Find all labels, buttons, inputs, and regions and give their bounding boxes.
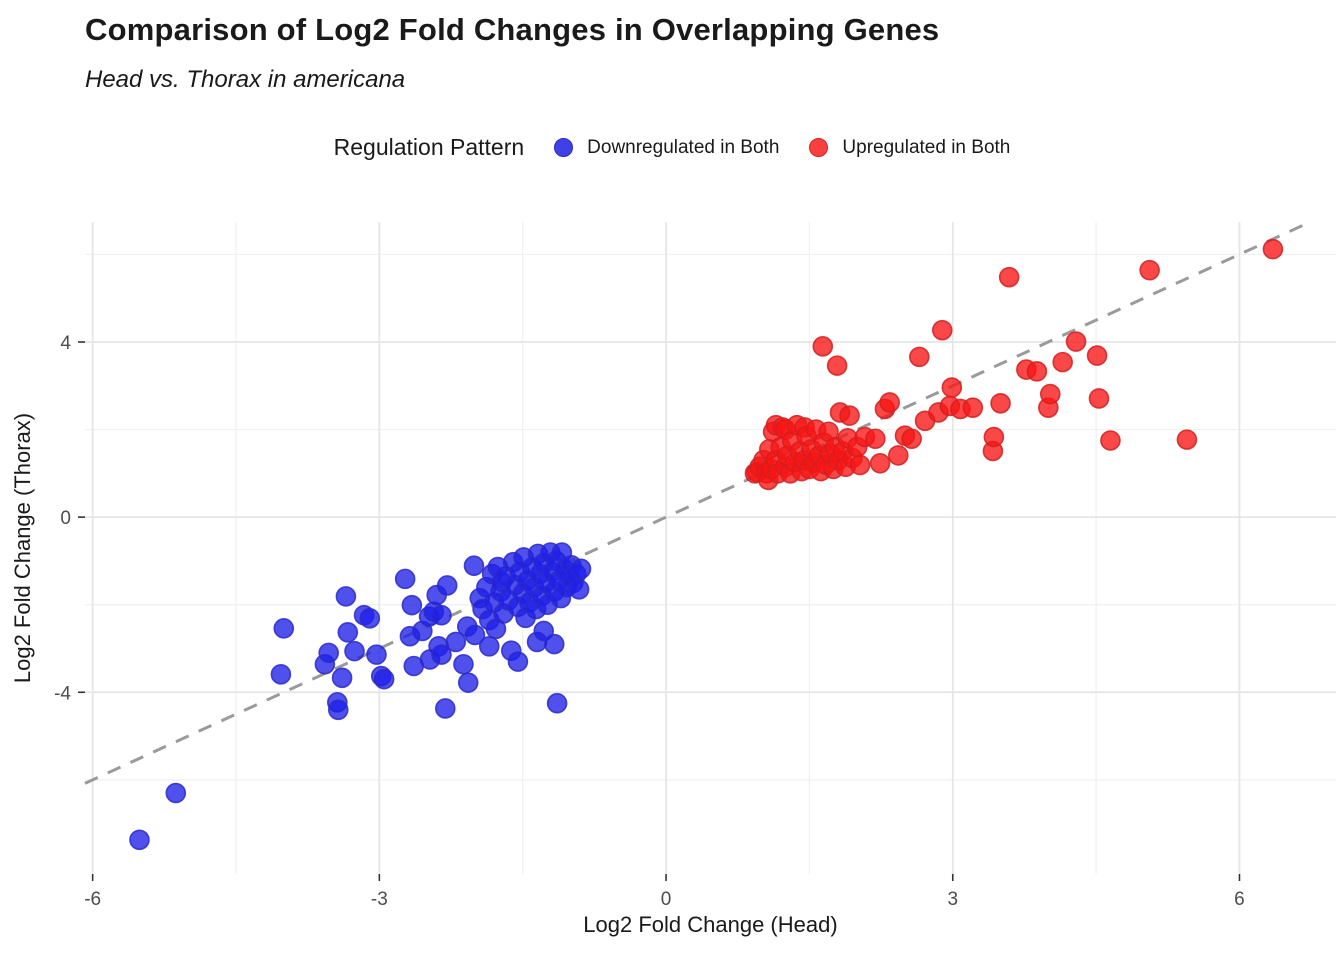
data-point-downregulated bbox=[464, 624, 486, 646]
data-point-downregulated bbox=[331, 667, 353, 689]
data-point-upregulated bbox=[812, 336, 834, 357]
data-point-downregulated bbox=[327, 699, 349, 721]
data-point-downregulated bbox=[570, 558, 592, 580]
x-tick-label: 0 bbox=[661, 889, 672, 910]
chart-title: Comparison of Log2 Fold Changes in Overl… bbox=[85, 12, 940, 47]
data-point-upregulated bbox=[1039, 383, 1061, 405]
data-point-upregulated bbox=[962, 397, 984, 418]
y-tick-label: 0 bbox=[60, 508, 71, 529]
legend-label-downregulated: Downregulated in Both bbox=[587, 136, 780, 158]
data-point-downregulated bbox=[270, 664, 292, 685]
data-point-downregulated bbox=[337, 621, 359, 643]
identity-line bbox=[84, 220, 1311, 785]
data-point-upregulated bbox=[839, 405, 860, 426]
data-point-downregulated bbox=[394, 568, 416, 590]
data-point-upregulated bbox=[998, 266, 1020, 288]
data-point-upregulated bbox=[1052, 351, 1073, 373]
data-point-downregulated bbox=[436, 575, 458, 596]
data-point-downregulated bbox=[434, 698, 456, 719]
data-point-upregulated bbox=[1065, 331, 1087, 352]
data-point-downregulated bbox=[373, 668, 395, 690]
legend-title: Regulation Pattern bbox=[333, 134, 525, 160]
data-point-upregulated bbox=[1100, 430, 1121, 451]
data-point-upregulated bbox=[887, 445, 909, 466]
data-point-upregulated bbox=[931, 319, 953, 341]
legend-label-upregulated: Upregulated in Both bbox=[842, 136, 1011, 158]
data-point-downregulated bbox=[431, 644, 452, 665]
data-point-upregulated bbox=[1088, 388, 1110, 409]
data-point-downregulated bbox=[478, 636, 500, 657]
data-point-upregulated bbox=[826, 355, 848, 376]
data-point-downregulated bbox=[129, 829, 150, 851]
y-axis-title: Log2 Fold Change (Thorax) bbox=[10, 413, 35, 683]
data-point-upregulated bbox=[1139, 259, 1160, 281]
data-point-upregulated bbox=[983, 426, 1005, 448]
data-point-downregulated bbox=[431, 604, 452, 626]
data-point-downregulated bbox=[359, 607, 381, 629]
x-tick-label: 6 bbox=[1234, 889, 1245, 910]
data-point-downregulated bbox=[366, 644, 387, 665]
data-point-downregulated bbox=[165, 782, 187, 804]
data-point-upregulated bbox=[869, 452, 891, 474]
data-point-upregulated bbox=[990, 392, 1011, 414]
data-point-downregulated bbox=[543, 633, 565, 655]
data-point-downregulated bbox=[273, 618, 295, 639]
x-tick-label: -6 bbox=[84, 889, 101, 910]
data-point-downregulated bbox=[344, 640, 365, 662]
data-point-upregulated bbox=[1262, 238, 1284, 260]
red-dot-icon bbox=[809, 138, 829, 157]
data-point-downregulated bbox=[453, 653, 474, 675]
data-point-upregulated bbox=[849, 454, 871, 476]
data-point-upregulated bbox=[865, 428, 886, 450]
y-tick-label: -4 bbox=[54, 683, 71, 704]
data-point-downregulated bbox=[546, 692, 568, 714]
data-point-upregulated bbox=[1176, 429, 1198, 450]
legend-item-upregulated: Upregulated in Both bbox=[809, 137, 1010, 159]
x-tick-label: 3 bbox=[947, 889, 958, 910]
data-point-downregulated bbox=[318, 642, 340, 664]
data-point-downregulated bbox=[568, 579, 590, 600]
legend-item-downregulated: Downregulated in Both bbox=[554, 137, 779, 159]
x-axis-title: Log2 Fold Change (Head) bbox=[583, 912, 837, 937]
data-point-upregulated bbox=[879, 392, 900, 413]
data-point-downregulated bbox=[457, 672, 479, 693]
data-point-downregulated bbox=[401, 594, 423, 616]
data-point-upregulated bbox=[1086, 345, 1108, 366]
blue-dot-icon bbox=[554, 138, 574, 157]
data-point-upregulated bbox=[901, 428, 922, 450]
data-point-downregulated bbox=[335, 586, 357, 607]
data-point-downregulated bbox=[445, 631, 467, 653]
x-tick-label: -3 bbox=[371, 889, 388, 910]
y-tick-label: 4 bbox=[60, 333, 71, 354]
chart-subtitle: Head vs. Thorax in americana bbox=[85, 66, 406, 93]
data-point-upregulated bbox=[941, 377, 963, 398]
data-point-downregulated bbox=[463, 555, 485, 577]
data-point-upregulated bbox=[1026, 361, 1048, 382]
legend: Regulation Pattern Downregulated in Both… bbox=[0, 134, 1344, 161]
data-point-upregulated bbox=[909, 346, 930, 368]
data-point-downregulated bbox=[507, 651, 529, 672]
